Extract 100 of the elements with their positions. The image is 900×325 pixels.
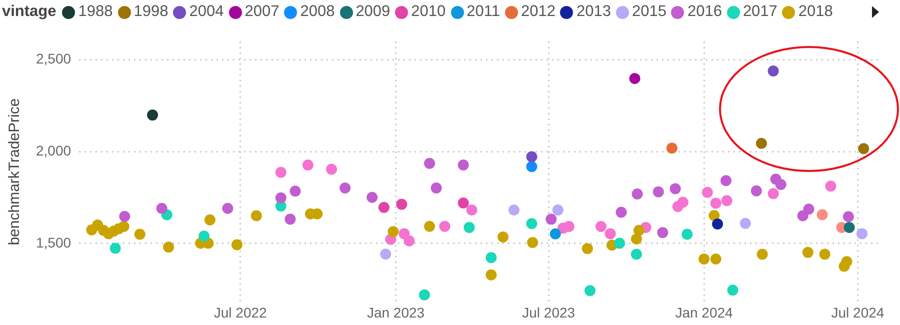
point	[775, 178, 786, 190]
point	[526, 218, 538, 230]
point	[546, 214, 557, 225]
point	[326, 164, 338, 175]
x-tick-label: Jan 2023	[366, 304, 425, 320]
point	[563, 221, 574, 232]
point	[250, 210, 262, 222]
point	[498, 232, 509, 242]
point	[118, 221, 130, 232]
point	[526, 151, 538, 162]
point	[819, 248, 830, 260]
point	[633, 224, 644, 236]
point	[284, 214, 296, 225]
point	[616, 206, 627, 218]
point	[630, 248, 642, 260]
point	[466, 204, 478, 216]
point	[584, 285, 596, 296]
point	[552, 204, 564, 216]
point	[802, 246, 814, 258]
point	[629, 73, 640, 84]
point	[842, 211, 854, 222]
point	[614, 238, 626, 249]
point	[841, 256, 852, 268]
y-tick-label: 1,500	[36, 234, 72, 250]
point	[527, 237, 538, 248]
point	[604, 228, 616, 240]
point	[396, 198, 408, 210]
point	[275, 192, 286, 204]
point	[856, 228, 868, 240]
point	[595, 221, 606, 232]
point	[710, 254, 722, 265]
legend-label: 2012	[521, 3, 556, 21]
point	[486, 252, 497, 264]
point	[721, 195, 732, 206]
point	[380, 248, 392, 260]
legend-label: 1998	[134, 3, 168, 21]
legend-label: 2008	[300, 3, 335, 21]
point	[657, 227, 668, 238]
y-axis-title: benchmarkTradePrice	[6, 98, 24, 246]
point	[825, 180, 836, 192]
y-tick-label: 2,500	[36, 50, 72, 67]
point	[340, 182, 351, 194]
point	[677, 196, 688, 208]
x-tick-label: Jan 2024	[675, 304, 734, 320]
point	[424, 158, 436, 169]
point	[231, 239, 242, 250]
point	[378, 202, 390, 213]
legend-label: 2004	[189, 3, 224, 21]
point	[404, 235, 415, 246]
point	[844, 222, 855, 233]
point	[630, 234, 642, 245]
point	[652, 186, 664, 198]
point	[464, 222, 475, 233]
x-tick-label: Jul 2023	[522, 304, 576, 320]
point	[702, 186, 713, 198]
point	[670, 183, 681, 194]
point	[508, 204, 520, 216]
legend-label: 2013	[576, 3, 611, 21]
point	[803, 204, 814, 215]
point	[418, 289, 430, 300]
point	[750, 185, 762, 196]
x-tick-label: Jul 2022	[214, 304, 268, 320]
point	[666, 142, 678, 154]
legend-label: 2018	[798, 3, 833, 21]
point	[740, 218, 751, 229]
point	[198, 230, 210, 242]
point	[204, 214, 216, 226]
point	[710, 198, 722, 209]
point	[720, 175, 732, 186]
legend-label: 2007	[244, 3, 280, 21]
y-tick-label: 2,000	[36, 142, 72, 158]
legend-title: vintage	[2, 3, 56, 21]
point	[134, 228, 146, 240]
point	[424, 220, 436, 232]
point	[119, 210, 130, 222]
point	[458, 160, 469, 171]
point	[302, 160, 314, 171]
point	[632, 188, 643, 200]
point	[526, 161, 538, 172]
point	[816, 209, 828, 220]
point	[275, 166, 286, 178]
point	[163, 242, 174, 253]
point	[682, 228, 693, 240]
point	[756, 248, 768, 260]
point	[388, 226, 399, 238]
legend-label: 2017	[742, 3, 778, 21]
point	[290, 186, 301, 197]
point	[768, 65, 779, 76]
point	[110, 242, 121, 254]
point	[222, 202, 234, 214]
legend-label: 2011	[466, 3, 500, 21]
point	[768, 188, 779, 200]
point	[698, 254, 710, 265]
point	[858, 143, 870, 154]
point	[550, 228, 561, 240]
point	[156, 202, 168, 214]
point	[486, 269, 497, 280]
point	[712, 218, 724, 230]
point	[439, 220, 450, 232]
legend-label: 2009	[356, 3, 390, 21]
